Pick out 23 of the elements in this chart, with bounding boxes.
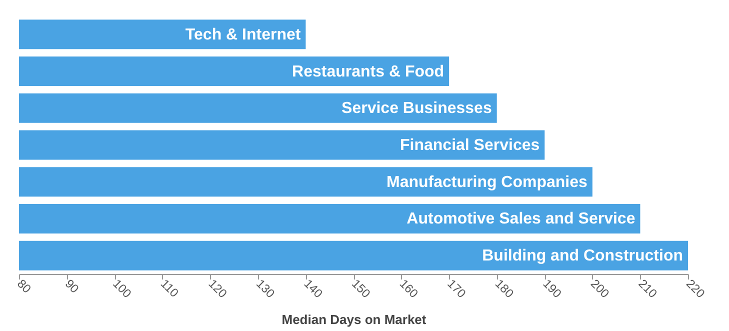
y-tick-label: Building and Construction (482, 248, 683, 265)
y-tick-label: Restaurants & Food (292, 63, 444, 80)
x-tick-label: 220 (684, 276, 708, 301)
x-tick-label: 140 (301, 276, 326, 301)
x-tick-label: 150 (349, 276, 374, 301)
y-tick-label: Tech & Internet (185, 26, 302, 44)
x-tick-label: 110 (158, 276, 182, 300)
x-tick-label: 210 (636, 276, 660, 301)
y-tick-label: Manufacturing Companies (386, 174, 588, 191)
x-tick-label: 170 (444, 276, 469, 301)
y-tick-label: Service Businesses (342, 100, 492, 118)
x-tick-label: 80 (14, 276, 34, 296)
x-tick-label: 160 (396, 276, 422, 301)
y-tick-label: Automotive Sales and Service (406, 210, 636, 228)
y-tick-label: Financial Services (400, 137, 540, 154)
x-tick-label: 180 (492, 276, 517, 301)
x-tick-label: 100 (110, 276, 134, 301)
x-tick-label: 90 (62, 276, 82, 296)
x-tick-label: 190 (540, 276, 564, 301)
x-tick-label: 120 (206, 276, 230, 301)
x-axis-title: Median Days on Market (282, 312, 427, 327)
x-tick-label: 130 (253, 276, 278, 301)
x-tick-label: 200 (588, 276, 612, 301)
